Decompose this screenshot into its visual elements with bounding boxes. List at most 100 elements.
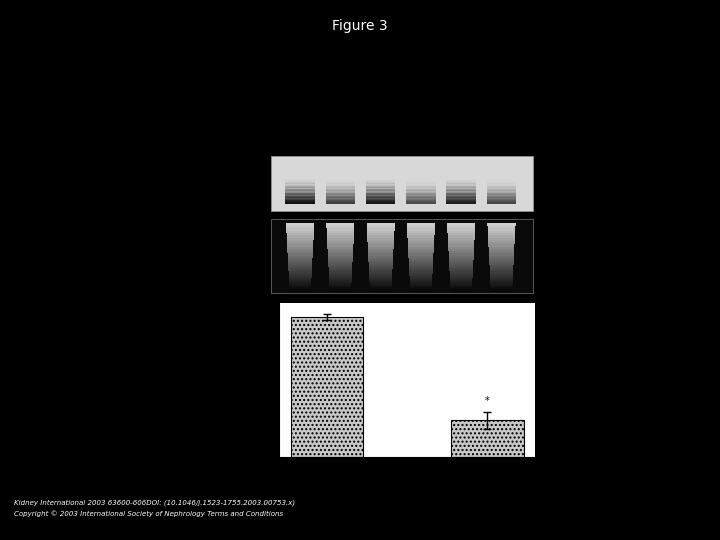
Bar — [285, 180, 315, 183]
Bar — [406, 180, 436, 183]
Text: AQP-5: AQP-5 — [230, 179, 257, 188]
Bar — [446, 178, 476, 180]
Bar — [328, 258, 353, 260]
Bar — [325, 201, 355, 204]
Bar — [450, 282, 472, 285]
Bar — [325, 186, 355, 188]
Bar — [328, 269, 352, 272]
Bar — [487, 185, 516, 187]
Bar — [406, 196, 436, 198]
Bar — [330, 289, 351, 292]
Bar — [490, 260, 513, 262]
Bar — [489, 255, 514, 258]
Bar — [449, 255, 474, 258]
Bar — [366, 175, 395, 177]
Bar — [325, 196, 355, 198]
Bar — [409, 260, 433, 262]
Bar — [408, 235, 434, 238]
Text: A: A — [263, 100, 272, 113]
Bar — [406, 192, 436, 194]
Bar — [446, 193, 476, 195]
Bar — [286, 226, 314, 228]
Bar — [446, 187, 476, 190]
Bar — [285, 185, 315, 187]
Text: Ischemia: Ischemia — [501, 67, 532, 98]
Text: Copyright © 2003 International Society of Nephrology Terms and Conditions: Copyright © 2003 International Society o… — [14, 510, 284, 517]
Bar — [488, 233, 515, 235]
Bar — [408, 239, 434, 242]
Bar — [446, 176, 476, 178]
Bar — [366, 192, 395, 194]
Bar — [271, 156, 533, 212]
Bar — [446, 182, 476, 184]
Bar — [410, 278, 432, 280]
Bar — [487, 201, 516, 204]
Bar — [285, 201, 315, 204]
Bar — [487, 186, 516, 188]
Bar — [287, 239, 313, 242]
Bar — [325, 182, 355, 184]
Bar — [287, 230, 314, 233]
Bar — [487, 179, 516, 181]
Text: Kidney International 2003 63600-606DOI: (10.1046/j.1523-1755.2003.00753.x): Kidney International 2003 63600-606DOI: … — [14, 500, 295, 506]
Bar — [449, 260, 474, 262]
Bar — [285, 189, 315, 191]
Bar — [328, 251, 353, 253]
Bar — [487, 224, 516, 226]
Bar — [408, 237, 434, 240]
Bar — [488, 239, 515, 242]
Bar — [490, 266, 513, 269]
Bar — [487, 228, 516, 231]
Bar — [325, 178, 355, 180]
Bar — [489, 258, 514, 260]
Bar — [487, 226, 516, 228]
Bar — [287, 253, 312, 255]
Bar — [369, 269, 392, 272]
Bar — [449, 269, 473, 272]
Bar — [487, 199, 516, 201]
Bar — [489, 251, 514, 253]
Bar — [328, 262, 353, 265]
Bar — [325, 180, 355, 183]
Bar — [289, 287, 311, 289]
Bar — [289, 269, 312, 272]
Bar — [446, 190, 476, 192]
Bar — [489, 246, 514, 249]
Bar — [326, 226, 354, 228]
Bar — [285, 187, 315, 190]
Bar — [328, 241, 354, 244]
Bar — [488, 237, 515, 240]
Bar — [366, 189, 395, 191]
Bar — [487, 187, 516, 190]
Bar — [285, 192, 315, 194]
Bar — [367, 239, 394, 242]
Bar — [366, 185, 395, 187]
Bar — [325, 187, 355, 190]
Bar — [446, 196, 476, 198]
Bar — [366, 182, 395, 184]
Bar — [328, 248, 354, 251]
Bar — [328, 253, 353, 255]
Bar — [490, 285, 513, 287]
Bar — [366, 176, 395, 178]
Bar — [406, 193, 436, 195]
Bar — [369, 280, 392, 283]
Bar — [327, 230, 354, 233]
Bar — [366, 226, 395, 228]
Bar — [488, 244, 515, 247]
Bar — [446, 201, 476, 204]
Bar — [328, 244, 354, 247]
Bar — [446, 183, 476, 185]
Bar — [369, 262, 392, 265]
Bar — [408, 244, 434, 247]
Bar — [490, 273, 513, 276]
Bar — [487, 178, 516, 180]
Text: 28S rRNA: 28S rRNA — [215, 252, 257, 261]
Bar — [368, 246, 394, 249]
Bar — [366, 196, 395, 198]
Bar — [366, 190, 395, 192]
Bar — [448, 239, 474, 242]
Bar — [448, 235, 474, 238]
Bar — [409, 269, 433, 272]
Bar — [408, 251, 433, 253]
